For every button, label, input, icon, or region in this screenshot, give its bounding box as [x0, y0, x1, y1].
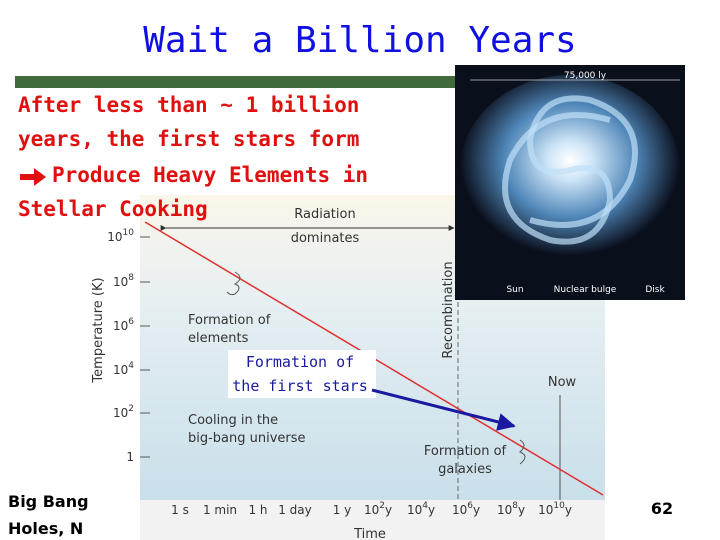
body-line: After less than ~ 1 billion [18, 93, 359, 117]
elements-label: elements [188, 331, 249, 346]
title-bar [15, 76, 460, 88]
body-line: Produce Heavy Elements in [52, 163, 368, 187]
galaxy-arm [526, 95, 638, 228]
tick-base: 10 [113, 275, 128, 289]
body-line: Stellar Cooking [18, 197, 208, 221]
page-number: 62 [651, 499, 673, 518]
tick-base: 10 [113, 363, 128, 377]
y-tick-label: 1 [126, 450, 134, 464]
tick-unit: y [518, 503, 525, 517]
y-tick-label: 106 [113, 317, 134, 333]
x-tick-label: 1 s [171, 503, 189, 517]
tick-base: 10 [107, 230, 122, 244]
x-tick-label: 1 h [248, 503, 267, 517]
figure-axis-bg [140, 500, 605, 540]
callout-arrow [371, 388, 516, 431]
tick-exp: 4 [422, 501, 428, 511]
radiation-label: Radiation [294, 207, 355, 222]
tick-unit: y [565, 503, 572, 517]
galaxy-scale: 75,000 ly [564, 71, 607, 81]
y-axis-label: Temperature (K) [91, 277, 106, 383]
footer-text: Holes, N [8, 519, 83, 538]
x-tick-label: 1 y [333, 503, 352, 517]
now-label: Now [548, 375, 577, 390]
y-tick-label: 108 [113, 273, 134, 289]
tick-base: 10 [364, 503, 379, 517]
brace [519, 439, 526, 465]
brace [226, 271, 241, 296]
tick-exp: 2 [379, 501, 385, 511]
tick-base: 10 [407, 503, 422, 517]
elements-label: Formation of [188, 313, 271, 328]
x-tick-label: 104y [407, 501, 435, 517]
callout-text: Formation of [246, 353, 354, 371]
tick-exp: 4 [128, 361, 134, 371]
galaxy-label: Nuclear bulge [554, 285, 617, 295]
galaxy-label: Sun [506, 285, 523, 295]
tick-base: 10 [497, 503, 512, 517]
radiation-label: dominates [291, 231, 360, 246]
recombination-label: Recombination [441, 261, 456, 358]
x-axis-label: Time [353, 527, 386, 540]
callout-bg [228, 350, 376, 398]
tick-base: 10 [113, 406, 128, 420]
title: Wait a Billion Years [143, 20, 576, 61]
galaxies-label: Formation of [424, 444, 507, 459]
tick-base: 10 [452, 503, 467, 517]
tick-unit: y [385, 503, 392, 517]
tick-exp: 6 [128, 317, 134, 327]
tick-base: 10 [538, 503, 553, 517]
y-tick-label: 102 [113, 404, 134, 420]
tick-exp: 6 [467, 501, 473, 511]
callout-text: the first stars [232, 377, 367, 395]
y-tick-label: 104 [113, 361, 134, 377]
cooling-label: Cooling in the [188, 413, 278, 428]
galaxy-arm [502, 112, 614, 245]
arrow-icon [20, 168, 46, 186]
y-tick-label: 1010 [107, 228, 134, 244]
tick-exp: 8 [128, 273, 134, 283]
x-tick-label: 1 min [203, 503, 237, 517]
tick-exp: 2 [128, 404, 134, 414]
tick-unit: y [473, 503, 480, 517]
body-line: years, the first stars form [18, 127, 359, 151]
x-tick-label: 106y [452, 501, 480, 517]
galaxies-label: galaxies [438, 462, 492, 477]
tick-exp: 10 [123, 228, 135, 238]
x-tick-label: 102y [364, 501, 392, 517]
x-tick-label: 108y [497, 501, 525, 517]
tick-exp: 8 [512, 501, 518, 511]
tick-unit: y [428, 503, 435, 517]
tick-base: 10 [113, 319, 128, 333]
cooling-label: big-bang universe [188, 431, 306, 446]
x-tick-label: 1010y [538, 501, 572, 517]
galaxy-label: Disk [645, 285, 665, 295]
x-tick-label: 1 day [278, 503, 312, 517]
tick-exp: 10 [553, 501, 565, 511]
footer-text: Big Bang [8, 492, 89, 511]
